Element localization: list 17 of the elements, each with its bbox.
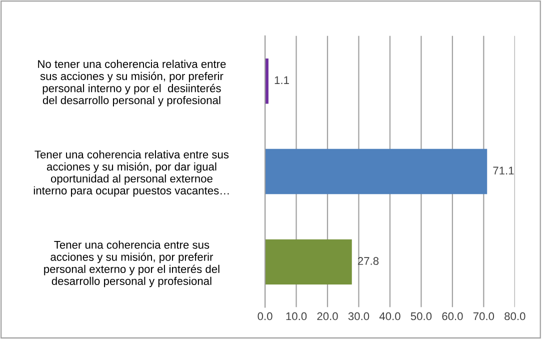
x-tick-label: 0.0: [258, 312, 272, 320]
x-tick-label: 10.0: [286, 312, 307, 320]
x-tick-label: 20.0: [317, 312, 338, 320]
x-tick-label: 60.0: [442, 312, 463, 320]
data-label: 27.8: [358, 257, 379, 265]
y-tick-label: Tener una coherencia entre sus acciones y su misión, por preferir personal externo y por el interés del desarrollo personal y profesional: [44, 240, 220, 288]
x-tick-label: 50.0: [410, 312, 432, 320]
bar: [265, 148, 488, 194]
x-tick-label: 80.0: [504, 312, 526, 320]
x-tick-label: 70.0: [473, 312, 494, 320]
y-tick-label: Tener una coherencia relativa entre sus acciones y su misión, por dar igual oportunidad al personal externoe interno para ocupar puestos vacantes…: [34, 150, 229, 197]
y-tick-label: No tener una coherencia relativa entre sus acciones y su misión, por preferir personal interno y por el desiinterés del desarrollo personal y profesional: [38, 60, 226, 106]
data-label: 1.1: [274, 76, 289, 84]
x-tick-label: 40.0: [379, 312, 400, 320]
x-tick-label: 30.0: [348, 312, 370, 320]
data-label: 71.1: [493, 166, 514, 174]
bar: [265, 239, 352, 285]
